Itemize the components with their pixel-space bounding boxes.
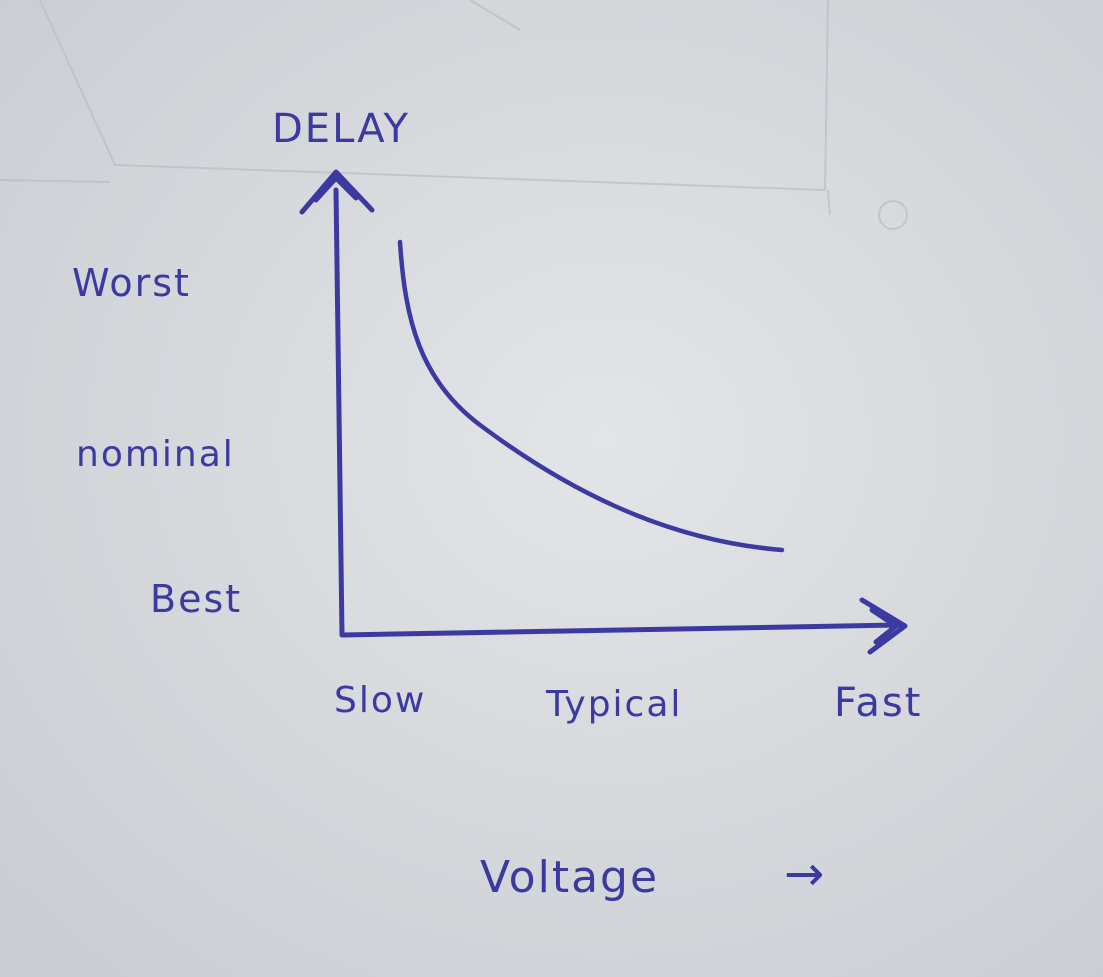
y-level-nominal: nominal: [76, 434, 235, 475]
delay-curve: [397, 239, 785, 553]
x-level-slow: Slow: [334, 680, 426, 721]
x-axis-title-arrow: →: [784, 846, 826, 902]
x-level-typical: Typical: [545, 684, 682, 725]
x-level-fast: Fast: [834, 680, 922, 726]
x-axis-arrowhead: [859, 597, 908, 655]
x-axis-line: [339, 622, 903, 638]
x-axis-title: Voltage: [480, 852, 659, 903]
y-level-best: Best: [150, 577, 242, 621]
y-level-worst: Worst: [72, 261, 191, 305]
faint-pencil-marks: [0, 0, 908, 230]
x-axis: [339, 597, 908, 655]
y-axis-title: DELAY: [272, 106, 410, 152]
y-axis: [299, 169, 375, 638]
y-axis-arrowhead: [299, 169, 375, 215]
y-axis-line: [333, 187, 345, 638]
